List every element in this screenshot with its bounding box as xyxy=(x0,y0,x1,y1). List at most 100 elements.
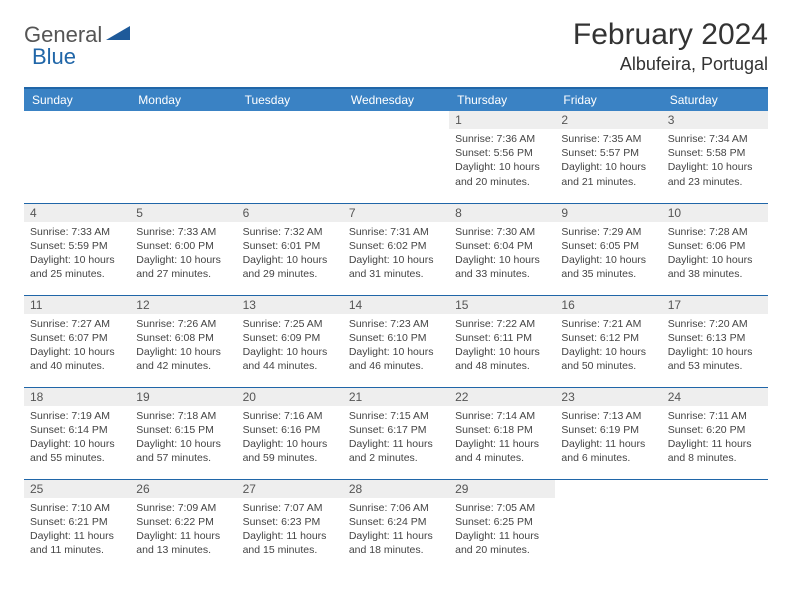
sunrise-text: Sunrise: 7:33 AM xyxy=(30,225,124,239)
daylight-text: Daylight: 10 hours and 42 minutes. xyxy=(136,345,230,373)
sunset-text: Sunset: 6:10 PM xyxy=(349,331,443,345)
day-details: Sunrise: 7:05 AMSunset: 6:25 PMDaylight:… xyxy=(449,498,555,562)
calendar-day-cell: 24Sunrise: 7:11 AMSunset: 6:20 PMDayligh… xyxy=(662,387,768,479)
day-number: 26 xyxy=(130,480,236,498)
sunset-text: Sunset: 6:17 PM xyxy=(349,423,443,437)
calendar-day-cell: 19Sunrise: 7:18 AMSunset: 6:15 PMDayligh… xyxy=(130,387,236,479)
location-label: Albufeira, Portugal xyxy=(573,54,768,75)
sunrise-text: Sunrise: 7:14 AM xyxy=(455,409,549,423)
logo-text-blue: Blue xyxy=(32,44,76,70)
sunrise-text: Sunrise: 7:18 AM xyxy=(136,409,230,423)
calendar-day-cell: 6Sunrise: 7:32 AMSunset: 6:01 PMDaylight… xyxy=(237,203,343,295)
sunset-text: Sunset: 6:25 PM xyxy=(455,515,549,529)
day-number: 18 xyxy=(24,388,130,406)
day-number: 21 xyxy=(343,388,449,406)
calendar-day-cell: 3Sunrise: 7:34 AMSunset: 5:58 PMDaylight… xyxy=(662,111,768,203)
sunset-text: Sunset: 5:57 PM xyxy=(561,146,655,160)
day-number: 9 xyxy=(555,204,661,222)
day-details: Sunrise: 7:34 AMSunset: 5:58 PMDaylight:… xyxy=(662,129,768,193)
calendar-day-cell: 7Sunrise: 7:31 AMSunset: 6:02 PMDaylight… xyxy=(343,203,449,295)
sunrise-text: Sunrise: 7:07 AM xyxy=(243,501,337,515)
calendar-day-cell xyxy=(237,111,343,203)
sunset-text: Sunset: 6:12 PM xyxy=(561,331,655,345)
calendar-table: Sunday Monday Tuesday Wednesday Thursday… xyxy=(24,87,768,571)
calendar-day-cell: 14Sunrise: 7:23 AMSunset: 6:10 PMDayligh… xyxy=(343,295,449,387)
sunset-text: Sunset: 5:56 PM xyxy=(455,146,549,160)
calendar-week-row: 18Sunrise: 7:19 AMSunset: 6:14 PMDayligh… xyxy=(24,387,768,479)
calendar-day-cell: 5Sunrise: 7:33 AMSunset: 6:00 PMDaylight… xyxy=(130,203,236,295)
daylight-text: Daylight: 10 hours and 21 minutes. xyxy=(561,160,655,188)
day-details: Sunrise: 7:19 AMSunset: 6:14 PMDaylight:… xyxy=(24,406,130,470)
daylight-text: Daylight: 11 hours and 2 minutes. xyxy=(349,437,443,465)
sunset-text: Sunset: 6:05 PM xyxy=(561,239,655,253)
calendar-day-cell: 16Sunrise: 7:21 AMSunset: 6:12 PMDayligh… xyxy=(555,295,661,387)
daylight-text: Daylight: 10 hours and 55 minutes. xyxy=(30,437,124,465)
day-details: Sunrise: 7:29 AMSunset: 6:05 PMDaylight:… xyxy=(555,222,661,286)
day-details: Sunrise: 7:14 AMSunset: 6:18 PMDaylight:… xyxy=(449,406,555,470)
sunset-text: Sunset: 5:58 PM xyxy=(668,146,762,160)
weekday-header: Thursday xyxy=(449,88,555,111)
sunset-text: Sunset: 6:01 PM xyxy=(243,239,337,253)
sunrise-text: Sunrise: 7:16 AM xyxy=(243,409,337,423)
daylight-text: Daylight: 10 hours and 48 minutes. xyxy=(455,345,549,373)
day-number: 20 xyxy=(237,388,343,406)
day-details: Sunrise: 7:10 AMSunset: 6:21 PMDaylight:… xyxy=(24,498,130,562)
calendar-day-cell xyxy=(662,479,768,571)
sunset-text: Sunset: 6:23 PM xyxy=(243,515,337,529)
daylight-text: Daylight: 10 hours and 38 minutes. xyxy=(668,253,762,281)
calendar-day-cell: 10Sunrise: 7:28 AMSunset: 6:06 PMDayligh… xyxy=(662,203,768,295)
sunrise-text: Sunrise: 7:20 AM xyxy=(668,317,762,331)
sunset-text: Sunset: 6:22 PM xyxy=(136,515,230,529)
sunrise-text: Sunrise: 7:36 AM xyxy=(455,132,549,146)
sunrise-text: Sunrise: 7:30 AM xyxy=(455,225,549,239)
daylight-text: Daylight: 11 hours and 4 minutes. xyxy=(455,437,549,465)
sunset-text: Sunset: 6:21 PM xyxy=(30,515,124,529)
day-details: Sunrise: 7:28 AMSunset: 6:06 PMDaylight:… xyxy=(662,222,768,286)
calendar-day-cell xyxy=(24,111,130,203)
sunrise-text: Sunrise: 7:27 AM xyxy=(30,317,124,331)
day-number: 15 xyxy=(449,296,555,314)
day-details: Sunrise: 7:26 AMSunset: 6:08 PMDaylight:… xyxy=(130,314,236,378)
calendar-day-cell: 9Sunrise: 7:29 AMSunset: 6:05 PMDaylight… xyxy=(555,203,661,295)
sunrise-text: Sunrise: 7:23 AM xyxy=(349,317,443,331)
sunrise-text: Sunrise: 7:25 AM xyxy=(243,317,337,331)
day-details: Sunrise: 7:16 AMSunset: 6:16 PMDaylight:… xyxy=(237,406,343,470)
day-number: 16 xyxy=(555,296,661,314)
daylight-text: Daylight: 10 hours and 46 minutes. xyxy=(349,345,443,373)
logo-triangle-icon xyxy=(106,24,132,47)
calendar-day-cell xyxy=(555,479,661,571)
calendar-week-row: 4Sunrise: 7:33 AMSunset: 5:59 PMDaylight… xyxy=(24,203,768,295)
daylight-text: Daylight: 11 hours and 13 minutes. xyxy=(136,529,230,557)
day-number: 7 xyxy=(343,204,449,222)
sunrise-text: Sunrise: 7:33 AM xyxy=(136,225,230,239)
header: General February 2024 Albufeira, Portuga… xyxy=(24,18,768,75)
sunset-text: Sunset: 6:20 PM xyxy=(668,423,762,437)
daylight-text: Daylight: 10 hours and 59 minutes. xyxy=(243,437,337,465)
daylight-text: Daylight: 10 hours and 29 minutes. xyxy=(243,253,337,281)
day-number: 8 xyxy=(449,204,555,222)
sunrise-text: Sunrise: 7:32 AM xyxy=(243,225,337,239)
sunset-text: Sunset: 6:04 PM xyxy=(455,239,549,253)
sunset-text: Sunset: 6:16 PM xyxy=(243,423,337,437)
sunrise-text: Sunrise: 7:22 AM xyxy=(455,317,549,331)
calendar-day-cell: 26Sunrise: 7:09 AMSunset: 6:22 PMDayligh… xyxy=(130,479,236,571)
day-details: Sunrise: 7:27 AMSunset: 6:07 PMDaylight:… xyxy=(24,314,130,378)
day-number: 22 xyxy=(449,388,555,406)
sunset-text: Sunset: 6:24 PM xyxy=(349,515,443,529)
day-number: 10 xyxy=(662,204,768,222)
calendar-day-cell xyxy=(130,111,236,203)
daylight-text: Daylight: 10 hours and 44 minutes. xyxy=(243,345,337,373)
calendar-day-cell: 25Sunrise: 7:10 AMSunset: 6:21 PMDayligh… xyxy=(24,479,130,571)
calendar-day-cell: 20Sunrise: 7:16 AMSunset: 6:16 PMDayligh… xyxy=(237,387,343,479)
sunrise-text: Sunrise: 7:29 AM xyxy=(561,225,655,239)
day-number: 13 xyxy=(237,296,343,314)
sunrise-text: Sunrise: 7:28 AM xyxy=(668,225,762,239)
sunset-text: Sunset: 5:59 PM xyxy=(30,239,124,253)
sunset-text: Sunset: 6:19 PM xyxy=(561,423,655,437)
day-number: 17 xyxy=(662,296,768,314)
calendar-day-cell: 21Sunrise: 7:15 AMSunset: 6:17 PMDayligh… xyxy=(343,387,449,479)
daylight-text: Daylight: 11 hours and 8 minutes. xyxy=(668,437,762,465)
calendar-day-cell: 2Sunrise: 7:35 AMSunset: 5:57 PMDaylight… xyxy=(555,111,661,203)
calendar-day-cell: 27Sunrise: 7:07 AMSunset: 6:23 PMDayligh… xyxy=(237,479,343,571)
day-details: Sunrise: 7:36 AMSunset: 5:56 PMDaylight:… xyxy=(449,129,555,193)
